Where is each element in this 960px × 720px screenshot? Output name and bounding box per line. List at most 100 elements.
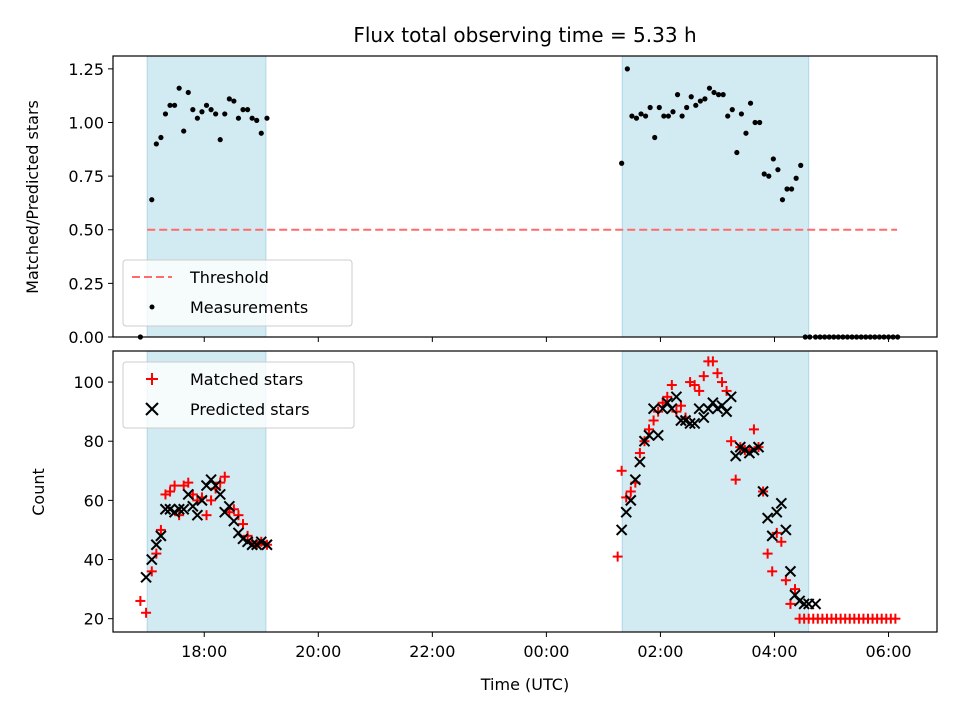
measurement-point	[670, 109, 676, 115]
measurement-point	[779, 197, 786, 203]
predicted-star-point	[720, 405, 733, 418]
predicted-star-point	[615, 524, 628, 536]
matched-star-point	[671, 406, 682, 417]
predicted-star-point	[159, 503, 172, 515]
matched-star-point	[238, 519, 249, 530]
measurement-point	[264, 115, 270, 121]
matched-star-point	[135, 595, 146, 606]
matched-star-point	[694, 385, 705, 396]
predicted-star-point	[784, 565, 797, 578]
bottom-y-axis-label: Count	[29, 468, 48, 516]
predicted-star-point	[780, 524, 792, 536]
measurement-point	[706, 85, 713, 91]
matched-star-point	[206, 495, 217, 506]
matched-star-point	[762, 548, 773, 559]
top-y-tick-label: 0.75	[68, 167, 104, 186]
measurement-point	[656, 104, 662, 111]
matched-star-point	[174, 510, 185, 521]
legend-matched-label: Matched stars	[190, 370, 303, 389]
predicted-star-point	[255, 536, 267, 548]
measurement-point	[231, 98, 237, 104]
predicted-star-point	[684, 417, 696, 430]
matched-star-point	[662, 391, 673, 402]
predicted-star-point	[150, 539, 163, 551]
measurement-point	[176, 85, 182, 91]
predicted-star-point	[643, 429, 655, 442]
matched-star-point	[675, 400, 686, 411]
top-x-ticks	[203, 337, 890, 342]
top-panel: Flux total observing time = 5.33 h 0.000…	[23, 23, 938, 347]
measurement-point	[638, 111, 644, 117]
measurement-point	[652, 134, 658, 141]
measurement-point	[181, 128, 187, 134]
matched-star-point	[721, 385, 732, 396]
matched-star-point	[712, 368, 723, 379]
measurement-point	[793, 175, 799, 181]
top-legend: Threshold Measurements	[122, 259, 353, 327]
bottom-x-axis-label: Time (UTC)	[480, 675, 569, 694]
bottom-x-tick-label: 22:00	[409, 642, 455, 661]
matched-star-point	[634, 448, 645, 459]
predicted-star-point	[634, 456, 646, 468]
bottom-y-tick-label: 20	[84, 610, 104, 629]
matched-star-point	[666, 380, 677, 391]
matched-star-point	[730, 474, 741, 485]
measurement-point	[203, 102, 210, 108]
matched-star-point	[616, 465, 627, 476]
measurement-point	[149, 197, 155, 203]
measurement-point	[647, 104, 653, 111]
measurement-point	[743, 130, 749, 136]
measurement-point	[240, 107, 246, 113]
matched-star-point	[771, 527, 782, 538]
matched-star-point	[151, 548, 162, 559]
matched-star-point	[169, 480, 180, 491]
predicted-star-point	[752, 441, 765, 453]
measurement-point	[258, 130, 264, 136]
matched-star-point	[612, 551, 623, 562]
matched-star-point	[146, 566, 157, 577]
matched-star-point	[219, 471, 230, 482]
measurement-point	[199, 109, 205, 115]
matched-star-point	[785, 598, 796, 609]
predicted-star-point	[798, 598, 810, 610]
measurement-point	[629, 113, 635, 119]
measurement-point	[725, 113, 731, 119]
bottom-y-ticks: 20 40 60 80 100	[73, 373, 113, 629]
matched-star-point	[653, 406, 664, 417]
bottom-x-tick-label: 04:00	[751, 642, 797, 661]
legend-predicted-label: Predicted stars	[190, 400, 310, 419]
predicted-star-point	[629, 473, 642, 486]
measurement-point	[254, 117, 260, 123]
matched-star-point	[648, 415, 659, 426]
matched-star-point	[228, 504, 239, 515]
measurement-point	[729, 107, 735, 113]
measurement-point	[747, 100, 754, 106]
top-y-tick-label: 1.25	[68, 60, 104, 79]
matched-star-point	[790, 584, 801, 595]
measurement-point	[194, 115, 200, 121]
predicted-star-point	[228, 515, 240, 527]
predicted-star-point	[223, 500, 236, 512]
matched-star-point	[141, 607, 152, 618]
measurement-point	[679, 113, 685, 119]
top-legend-box	[122, 259, 353, 327]
measurement-point	[153, 141, 159, 147]
predicted-star-point	[173, 503, 185, 515]
measurement-point	[208, 107, 214, 113]
measurement-point	[171, 102, 178, 108]
measurement-point	[766, 173, 772, 179]
measurement-point	[688, 94, 694, 100]
measurement-point	[222, 111, 228, 117]
measurement-point	[761, 171, 767, 177]
predicted-star-point	[766, 530, 778, 542]
predicted-star-point	[666, 402, 678, 415]
matched-star-point	[644, 424, 655, 435]
measurement-point	[738, 111, 745, 117]
bottom-x-ticks: 18:00 20:00 22:00 00:00 02:00 04:00 06:00	[181, 632, 912, 661]
bottom-legend: Matched stars Predicted stars	[122, 361, 355, 429]
predicted-star-point	[146, 553, 158, 566]
measurement-point	[162, 111, 169, 117]
measurement-point	[788, 186, 795, 192]
bottom-y-tick-label: 60	[84, 491, 104, 510]
predicted-star-point	[675, 414, 687, 427]
